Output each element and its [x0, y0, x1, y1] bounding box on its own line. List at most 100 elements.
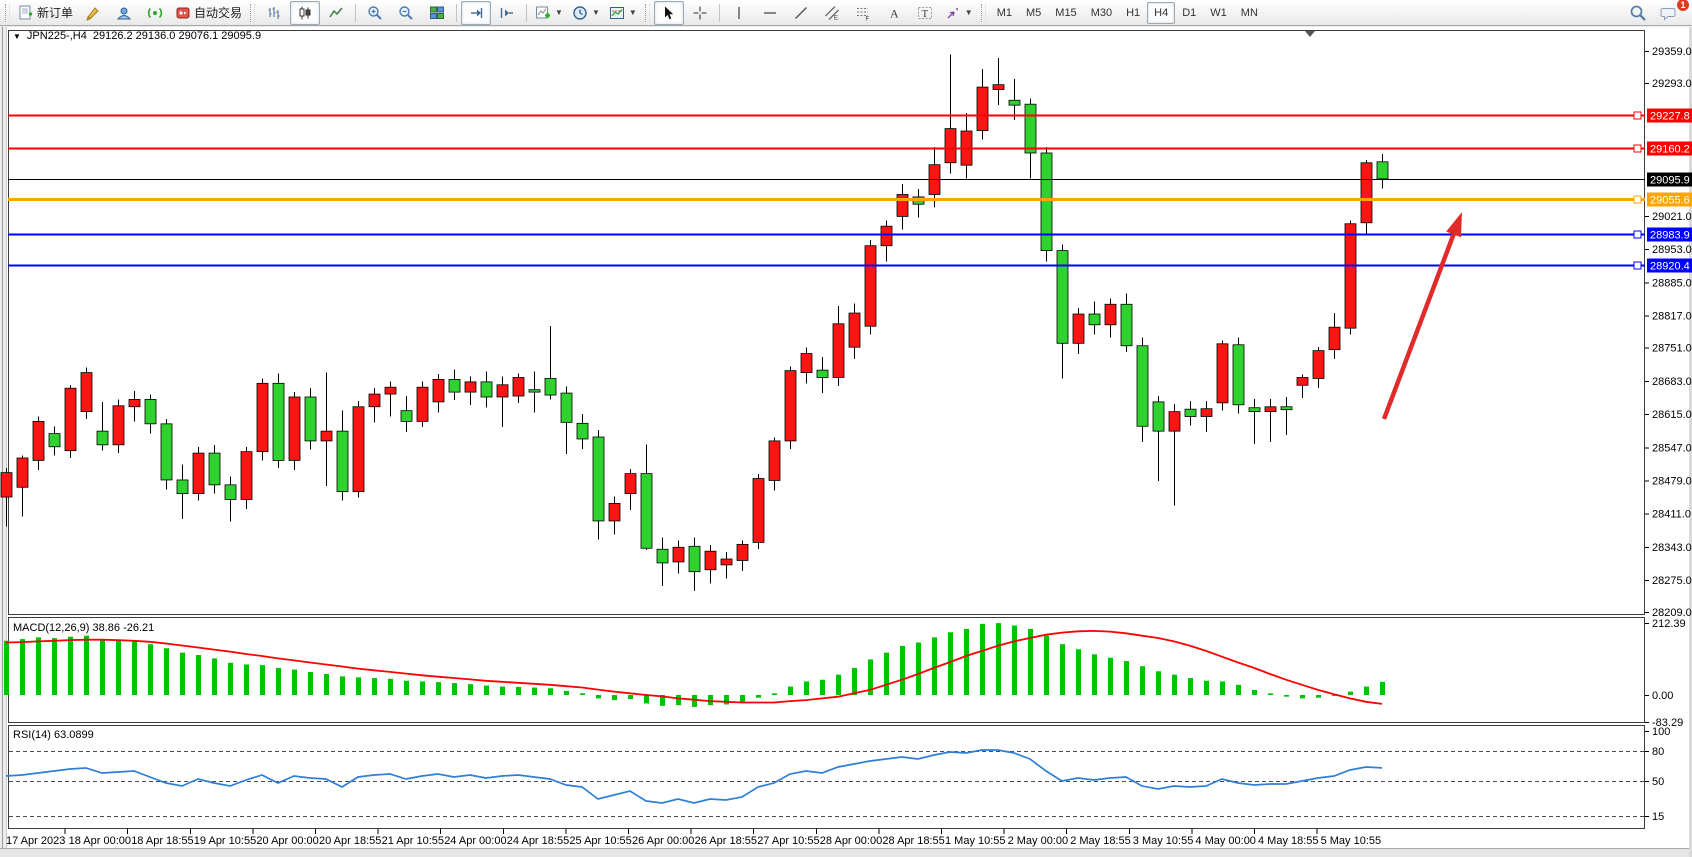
- time-tick-label: 19 Apr 10:55: [194, 835, 256, 847]
- rsi-tick-label: 80: [1652, 746, 1664, 758]
- tile-windows-button[interactable]: [422, 1, 452, 25]
- macd-bar: [164, 648, 169, 695]
- svg-text:A: A: [890, 6, 899, 20]
- candle: [640, 473, 653, 549]
- candlestick-chart-button[interactable]: [290, 0, 321, 25]
- line-handle[interactable]: [1633, 144, 1642, 153]
- zoom-in-button[interactable]: [360, 1, 390, 25]
- metaeditor-button[interactable]: [78, 1, 108, 25]
- timeframe-button-M5[interactable]: M5: [1026, 6, 1042, 19]
- trendline-button[interactable]: [786, 1, 816, 25]
- macd-bar: [644, 695, 649, 704]
- macd-bar: [436, 682, 441, 695]
- channel-icon: E: [824, 5, 840, 21]
- candle: [1264, 406, 1277, 413]
- candle: [496, 384, 509, 398]
- time-tick-label: 27 Apr 10:55: [757, 835, 819, 847]
- macd-bar: [452, 683, 457, 695]
- vertical-line-button[interactable]: [724, 1, 754, 25]
- candle: [1152, 401, 1165, 432]
- chat-icon: [1660, 4, 1678, 22]
- channel-button[interactable]: E: [817, 1, 847, 25]
- timeframe-button-M15[interactable]: M15: [1055, 6, 1077, 19]
- search-button[interactable]: [1623, 1, 1653, 25]
- macd-bar: [932, 637, 937, 695]
- time-tick-label: 3 May 10:55: [1133, 835, 1194, 847]
- autoscroll-button[interactable]: [461, 0, 492, 25]
- text-button[interactable]: A: [879, 1, 909, 25]
- zoom-out-button[interactable]: [391, 1, 421, 25]
- autotrading-button[interactable]: 自动交易: [171, 1, 246, 25]
- svg-text:F: F: [865, 16, 869, 21]
- timeframe-button-D1[interactable]: D1: [1182, 6, 1197, 19]
- price-tick-label: 29021.0: [1652, 211, 1692, 223]
- chart-shift-button[interactable]: [492, 1, 522, 25]
- macd-bar: [740, 695, 745, 702]
- timeframe-button-H1[interactable]: H1: [1126, 6, 1141, 19]
- crosshair-button[interactable]: [685, 1, 715, 25]
- periods-dropdown[interactable]: ▼: [568, 1, 604, 25]
- cursor-icon: [661, 5, 677, 21]
- collapse-icon[interactable]: ▼: [13, 31, 21, 41]
- time-tick-label: 26 Apr 18:55: [695, 835, 757, 847]
- timeframe-button-H4[interactable]: H4: [1147, 1, 1176, 24]
- timeframe-button-M30[interactable]: M30: [1090, 6, 1113, 19]
- macd-bar: [340, 676, 345, 695]
- price-line-tag: [1647, 172, 1692, 187]
- candle: [1072, 313, 1085, 344]
- horizontal-line-button[interactable]: [755, 1, 785, 25]
- price-tick-label: 28817.0: [1652, 310, 1692, 322]
- new-order-button[interactable]: 新订单: [14, 1, 77, 25]
- macd-bar: [100, 639, 105, 695]
- macd-bar: [884, 652, 889, 695]
- macd-tick-label: 212.39: [1652, 618, 1686, 630]
- candle: [176, 479, 189, 495]
- line-chart-button[interactable]: [321, 1, 351, 25]
- candle: [112, 405, 125, 446]
- svg-text:29055.6: 29055.6: [1650, 195, 1690, 207]
- macd-tick-label: -83.29: [1652, 717, 1683, 729]
- indicators-dropdown[interactable]: ▼: [531, 1, 567, 25]
- chat-button[interactable]: 1: [1654, 0, 1690, 25]
- macd-bar: [900, 645, 905, 695]
- candle: [880, 225, 893, 247]
- bar-chart-icon: [266, 5, 282, 21]
- macd-bar: [1124, 661, 1129, 695]
- line-handle[interactable]: [1633, 230, 1642, 239]
- macd-bar: [1012, 625, 1017, 695]
- line-handle[interactable]: [1633, 195, 1642, 204]
- candle: [32, 420, 45, 461]
- macd-bar: [1380, 681, 1385, 695]
- rsi-line: [5, 749, 1383, 804]
- signals-button[interactable]: [140, 1, 170, 25]
- text-label-icon: T: [917, 5, 933, 21]
- text-label-button[interactable]: T: [910, 1, 940, 25]
- candle: [736, 543, 749, 561]
- fibonacci-button[interactable]: F: [848, 1, 878, 25]
- candle: [320, 430, 333, 442]
- macd-bar: [68, 636, 73, 695]
- candle: [192, 452, 205, 495]
- templates-dropdown[interactable]: ▼: [605, 1, 641, 25]
- price-tick-label: 28885.0: [1652, 277, 1692, 289]
- notification-badge: 1: [1676, 0, 1690, 12]
- market-button[interactable]: [109, 1, 139, 25]
- timeframe-button-W1[interactable]: W1: [1210, 6, 1227, 19]
- bar-chart-button[interactable]: [259, 1, 289, 25]
- new-order-icon: [18, 5, 34, 21]
- trend-arrow[interactable]: [1381, 228, 1458, 420]
- macd-bar: [484, 685, 489, 695]
- timeframe-button-MN[interactable]: MN: [1240, 6, 1258, 19]
- chart-canvas[interactable]: 29227.8 29160.2 29095.9 29055.6 28983.9 28920…: [0, 27, 1692, 857]
- time-tick-label: 28 Apr 00:00: [820, 835, 882, 847]
- line-handle[interactable]: [1633, 261, 1642, 270]
- candle: [416, 386, 429, 422]
- candle: [304, 396, 317, 442]
- line-handle[interactable]: [1633, 111, 1642, 120]
- macd-bar: [116, 640, 121, 695]
- cursor-button[interactable]: [653, 0, 684, 25]
- svg-text:T: T: [921, 8, 928, 20]
- macd-bar: [308, 671, 313, 695]
- timeframe-button-M1[interactable]: M1: [996, 6, 1012, 19]
- arrows-dropdown[interactable]: ▼: [941, 1, 977, 25]
